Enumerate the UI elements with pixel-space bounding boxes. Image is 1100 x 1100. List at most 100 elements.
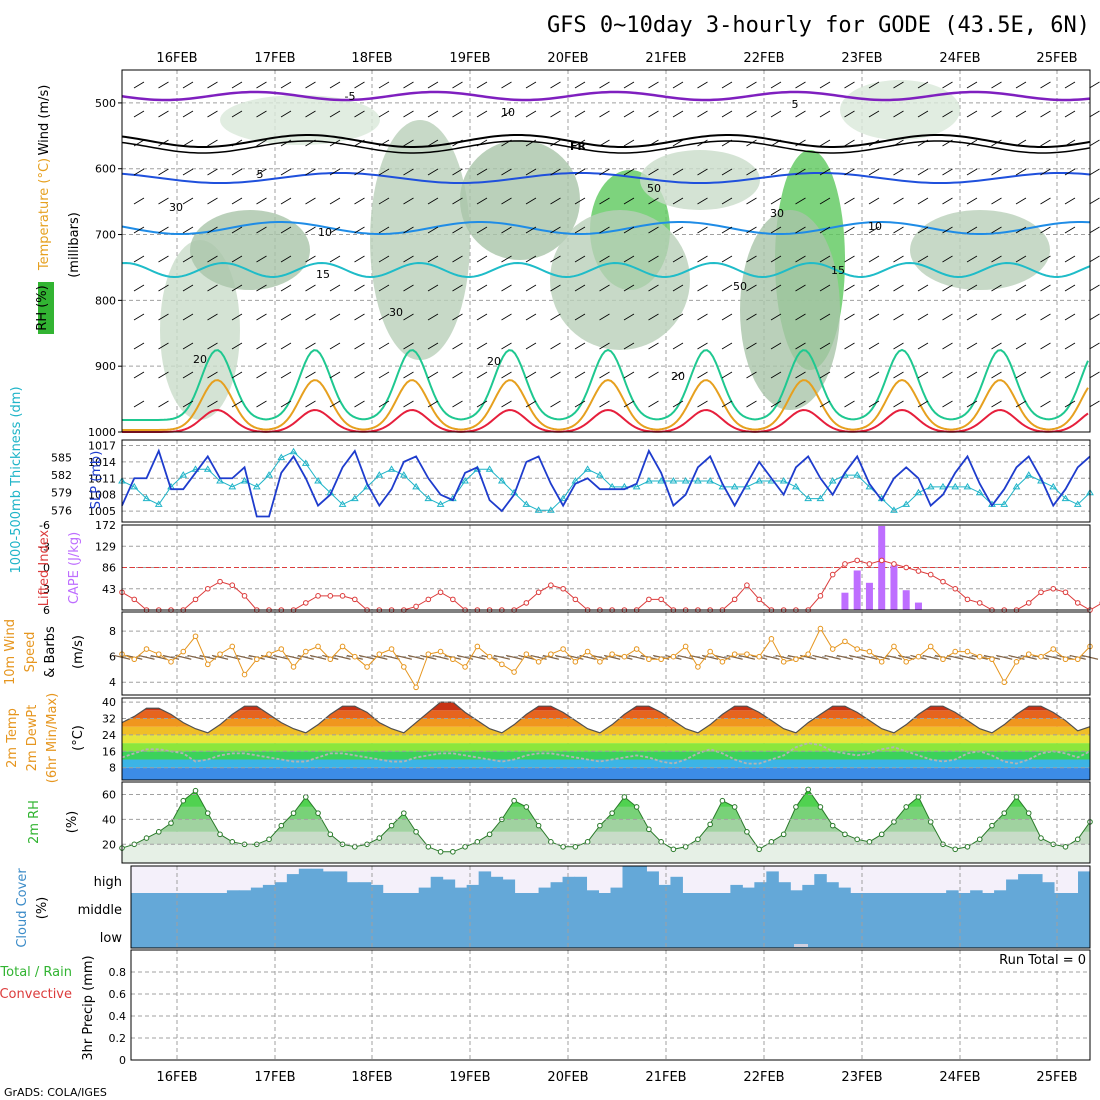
wind-barb — [991, 371, 1002, 379]
wind-barb — [138, 654, 155, 660]
wind-barb — [427, 81, 439, 89]
wind-barb — [256, 313, 267, 321]
wind-barb — [996, 654, 1013, 660]
wind-barb — [476, 255, 488, 263]
wind-barb — [231, 110, 243, 118]
data-point — [437, 848, 444, 855]
wind-barb — [648, 255, 659, 263]
wind-barb — [354, 139, 365, 147]
wind-barb — [427, 313, 439, 321]
rh-band — [122, 844, 1090, 863]
rh-legend-swatch — [38, 282, 54, 334]
date-label: 17FEB — [254, 51, 295, 66]
high-cloud-bar — [490, 876, 504, 893]
high-cloud-bar — [310, 868, 324, 893]
wind-barb — [403, 371, 414, 379]
y-tick-label: -6 — [39, 519, 50, 532]
wind-barb — [991, 255, 1002, 263]
wind10m-panel: 4 6 8 10m Wind Speed & Barbs (m/s) — [3, 611, 1099, 696]
wind-barb — [917, 81, 929, 89]
wind-barb — [280, 81, 292, 89]
wind-barb — [334, 654, 351, 660]
high-cloud-bar — [298, 868, 312, 893]
data-point — [143, 835, 150, 841]
wind-barb — [550, 342, 561, 350]
wind-barb — [182, 371, 194, 379]
y-tick-label: 0.2 — [109, 1032, 127, 1045]
wind-barb — [158, 139, 169, 147]
wind-barb — [917, 284, 929, 292]
data-point — [315, 643, 321, 650]
date-label: 22FEB — [743, 51, 784, 66]
y-tick-label: 20 — [102, 838, 116, 851]
wind-barb — [775, 654, 792, 660]
wind-barb — [158, 371, 169, 379]
wind-barb — [403, 226, 414, 234]
data-point — [939, 482, 947, 490]
data-point — [1001, 679, 1008, 686]
wind-barb — [1089, 371, 1100, 379]
wind-barb — [378, 197, 390, 205]
wind-barb — [452, 168, 463, 176]
wind-barb — [1040, 226, 1051, 234]
high-cloud-bar — [634, 866, 647, 893]
wind-barb — [231, 168, 243, 176]
high-cloud-bar — [370, 884, 384, 893]
data-point — [278, 646, 285, 652]
data-point — [816, 494, 825, 502]
data-point — [793, 804, 799, 810]
data-point — [179, 471, 188, 478]
panel-border — [130, 949, 1091, 1061]
isotherm-30 — [122, 408, 1089, 433]
wind-barb — [746, 313, 757, 321]
high-cloud-bar — [550, 882, 564, 893]
wind-barb — [623, 313, 635, 321]
high-cloud-bar — [994, 890, 1007, 893]
wind-barb — [623, 197, 635, 205]
data-point — [829, 571, 836, 578]
wind-barb — [525, 284, 537, 292]
wind-barb — [1089, 255, 1100, 263]
data-point — [1050, 646, 1057, 652]
wind-barb — [893, 255, 904, 263]
panel-border — [130, 865, 1091, 949]
data-point — [253, 656, 260, 663]
y-tick-label: 32 — [102, 713, 116, 726]
axis-label: Temperature (°C) — [37, 158, 52, 271]
rh-shading — [740, 210, 840, 410]
axis-label: 2m DewPt — [25, 705, 40, 772]
wind-barb — [623, 255, 635, 263]
data-point — [1074, 600, 1081, 606]
high-cloud-bar — [622, 866, 635, 893]
wind-barb — [648, 284, 659, 292]
wind-barb — [329, 168, 341, 176]
wind-barb — [329, 226, 341, 234]
data-point — [424, 494, 433, 502]
temp-band — [122, 718, 1090, 727]
wind-barb — [648, 226, 659, 234]
wind-barb — [525, 168, 537, 176]
data-point — [352, 596, 358, 603]
wind-barb — [305, 371, 316, 379]
wind-barb — [550, 110, 561, 118]
data-point — [584, 648, 591, 655]
wind-barb — [721, 139, 733, 147]
data-point — [523, 651, 530, 657]
wind-barb — [182, 81, 194, 89]
rh-shading — [160, 240, 240, 420]
wind-barb — [305, 313, 316, 321]
data-point — [192, 787, 199, 794]
wind-barb — [917, 110, 929, 118]
wind-barb — [329, 255, 341, 263]
wind-barb — [354, 255, 365, 263]
wind-barb — [868, 110, 880, 118]
y-tick-label: 43 — [102, 583, 116, 596]
data-point — [229, 582, 236, 589]
wind-barb — [672, 139, 684, 147]
data-point — [425, 651, 432, 657]
wind-barb — [1015, 371, 1027, 379]
data-point — [535, 589, 542, 596]
wind-barb — [452, 284, 463, 292]
y-tick-label: 86 — [102, 562, 116, 575]
wind-barb — [836, 654, 854, 660]
